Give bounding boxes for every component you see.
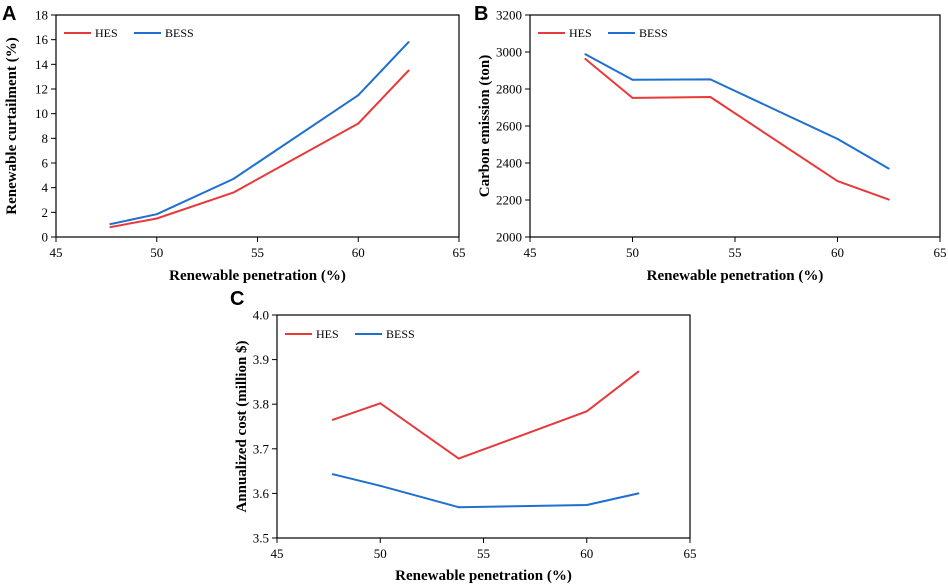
x-tick-label: 45 — [50, 245, 63, 260]
data-point-hes — [331, 418, 334, 421]
x-tick-label: 50 — [374, 546, 387, 561]
y-tick-label: 0 — [42, 230, 49, 245]
data-point-bess — [836, 137, 839, 140]
y-tick-label: 8 — [42, 131, 49, 146]
data-point-hes — [887, 198, 890, 201]
y-axis-title: Annualized cost (million $) — [234, 340, 250, 512]
panel-letter: A — [2, 3, 16, 25]
y-tick-label: 3.5 — [253, 531, 269, 546]
x-tick-label: 50 — [150, 245, 163, 260]
legend-label-hes: HES — [316, 327, 339, 341]
data-point-bess — [585, 503, 588, 506]
x-tick-label: 60 — [580, 546, 593, 561]
y-tick-label: 3200 — [496, 8, 522, 23]
data-point-bess — [887, 167, 890, 170]
data-point-bess — [709, 78, 712, 81]
data-point-bess — [331, 473, 334, 476]
y-tick-label: 3.8 — [253, 397, 269, 412]
x-axis-title: Renewable penetration (%) — [169, 268, 346, 284]
data-point-hes — [357, 122, 360, 125]
panel-letter: C — [230, 288, 244, 310]
series-line-hes — [110, 69, 410, 229]
x-tick-label: 45 — [271, 546, 284, 561]
y-tick-label: 3.9 — [253, 352, 269, 367]
x-tick-label: 65 — [684, 546, 697, 561]
series-line-bess — [584, 53, 890, 170]
panel-letter: B — [474, 3, 488, 25]
panel-c: C 45 50 55 60 65 3.5 3.6 3.7 3.8 3.9 4.0 Renewable p… — [230, 288, 697, 584]
x-tick-label: 60 — [352, 245, 365, 260]
x-tick-label: 55 — [477, 546, 490, 561]
data-point-hes — [407, 69, 410, 72]
y-tick-label: 4.0 — [253, 308, 269, 323]
x-tick-label: 60 — [831, 245, 844, 260]
y-tick-label: 10 — [35, 106, 48, 121]
data-point-hes — [155, 217, 158, 220]
series-line-bess — [110, 41, 410, 226]
x-axis-title: Renewable penetration (%) — [395, 568, 572, 584]
y-tick-label: 2400 — [496, 156, 522, 171]
legend-label-hes: HES — [569, 26, 592, 40]
data-point-bess — [155, 213, 158, 216]
x-tick-label: 65 — [453, 245, 466, 260]
data-point-bess — [631, 78, 634, 81]
series-line-bess — [332, 473, 639, 509]
data-point-hes — [631, 96, 634, 99]
x-tick-label: 55 — [729, 245, 742, 260]
x-tick-label: 50 — [626, 245, 639, 260]
y-axis-title: Carbon emission (ton) — [477, 55, 493, 198]
panel-a: A 45 50 55 60 65 0 2 4 6 8 10 12 14 16 18 Renewable pene… — [2, 3, 466, 284]
y-tick-label: 3.7 — [253, 441, 270, 456]
data-point-bess — [457, 506, 460, 509]
y-tick-label: 3.6 — [253, 486, 270, 501]
data-point-bess — [637, 492, 640, 495]
y-tick-label: 3000 — [496, 45, 522, 60]
data-point-bess — [584, 53, 587, 56]
y-tick-label: 18 — [35, 8, 48, 23]
x-tick-label: 45 — [524, 245, 537, 260]
legend-label-bess: BESS — [386, 327, 415, 341]
panel-b: B 45 50 55 60 65 2000 2200 2400 2600 2800 3000 3200 R… — [474, 3, 947, 284]
data-point-hes — [379, 402, 382, 405]
data-point-hes — [584, 58, 587, 61]
legend-label-hes: HES — [95, 26, 118, 40]
y-tick-label: 2600 — [496, 119, 522, 134]
y-axis-title: Renewable curtailment (%) — [4, 37, 20, 214]
y-tick-label: 14 — [35, 57, 49, 72]
data-point-hes — [109, 226, 112, 229]
plot-frame — [276, 314, 691, 539]
plot-frame — [55, 14, 460, 238]
x-tick-label: 65 — [934, 245, 947, 260]
y-tick-label: 4 — [42, 180, 49, 195]
y-tick-label: 12 — [35, 82, 48, 97]
data-point-bess — [407, 41, 410, 44]
plot-frame — [529, 14, 941, 238]
y-tick-label: 16 — [35, 32, 49, 47]
y-tick-label: 6 — [42, 156, 49, 171]
legend-label-bess: BESS — [639, 26, 668, 40]
data-point-bess — [379, 484, 382, 487]
legend-label-bess: BESS — [165, 26, 194, 40]
data-point-bess — [357, 94, 360, 97]
data-point-hes — [836, 180, 839, 183]
data-point-hes — [457, 457, 460, 460]
y-tick-label: 2 — [42, 205, 49, 220]
y-tick-label: 2200 — [496, 193, 522, 208]
data-point-hes — [709, 95, 712, 98]
series-line-hes — [584, 58, 890, 201]
data-point-hes — [585, 410, 588, 413]
y-tick-label: 2800 — [496, 82, 522, 97]
y-tick-label: 2000 — [496, 230, 522, 245]
data-point-hes — [232, 191, 235, 194]
x-tick-label: 55 — [251, 245, 264, 260]
series-line-hes — [332, 370, 640, 460]
x-axis-title: Renewable penetration (%) — [647, 268, 824, 284]
data-point-hes — [637, 370, 640, 373]
data-point-bess — [109, 223, 112, 226]
data-point-bess — [232, 178, 235, 181]
